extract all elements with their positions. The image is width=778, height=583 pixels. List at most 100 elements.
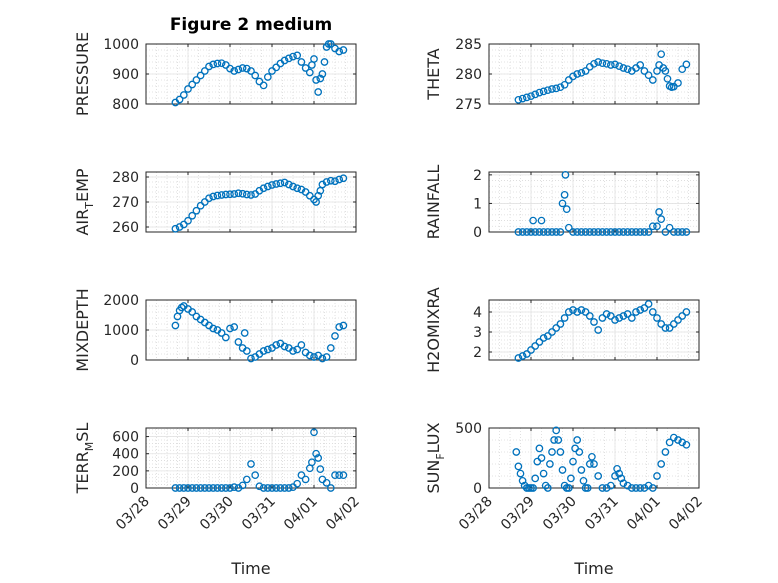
data-point (280, 342, 289, 351)
data-point (259, 484, 268, 492)
data-point (512, 448, 521, 456)
data-point (209, 60, 218, 69)
y-axis-label: PRESSURE (73, 32, 92, 116)
data-point (648, 484, 657, 492)
data-point (242, 475, 251, 484)
data-point (213, 191, 222, 200)
data-point (552, 324, 561, 332)
data-point (297, 471, 306, 479)
data-point (209, 324, 218, 333)
data-point (297, 58, 306, 66)
data-point (598, 484, 607, 492)
data-point (537, 454, 546, 462)
data-point (289, 52, 297, 61)
subplot-h2omixra: 2 3 4 H2OMIXRA (424, 287, 700, 373)
data-point (314, 454, 323, 462)
data-point (636, 61, 645, 69)
figure-title: Figure 2 medium (170, 15, 332, 35)
data-point (247, 191, 255, 199)
data-point (569, 72, 577, 81)
data-point (179, 484, 188, 492)
y-axis-label-main: PRESSURE (73, 32, 92, 116)
x-axis-label-left: Time (230, 559, 270, 578)
data-point (308, 458, 316, 467)
data-point (594, 472, 603, 480)
data-point (561, 171, 570, 179)
data-point (573, 70, 582, 78)
data-point (196, 484, 205, 492)
y-axis-label: AIRTEMP (73, 168, 96, 235)
data-point (179, 220, 188, 229)
data-point (611, 316, 619, 324)
data-point (661, 228, 670, 236)
y-tick-label: 2 (473, 168, 482, 184)
data-point (205, 194, 213, 203)
data-point (529, 216, 537, 225)
data-point (678, 65, 687, 74)
data-point (305, 351, 314, 360)
data-point (573, 308, 582, 316)
data-point (623, 228, 632, 236)
data-point (209, 484, 218, 492)
data-point (322, 353, 331, 361)
data-point (230, 190, 239, 198)
data-point (263, 345, 272, 354)
data-point (331, 177, 339, 186)
data-point (623, 310, 632, 318)
subplot-rainfall: 0 1 2 RAINFALL (424, 165, 700, 241)
data-point (543, 332, 552, 340)
data-point (669, 433, 678, 442)
data-point (221, 190, 230, 199)
data-point (669, 320, 678, 328)
data-point (606, 61, 615, 69)
data-point (581, 67, 590, 75)
data-point (632, 308, 640, 316)
data-point (535, 338, 544, 346)
data-point (339, 46, 348, 54)
y-tick-label: 1000 (103, 323, 139, 339)
data-point (678, 438, 687, 447)
data-point (175, 95, 184, 104)
x-axis-label-right: Time (573, 559, 613, 578)
data-point (259, 184, 268, 193)
data-point (564, 308, 573, 316)
data-point (301, 475, 310, 484)
data-point (226, 64, 234, 73)
data-point (581, 228, 590, 236)
data-point (251, 71, 260, 80)
data-point (590, 460, 598, 468)
data-point (268, 484, 276, 492)
data-point (242, 64, 251, 73)
y-axis-label-main: MIXDEPTH (73, 288, 92, 371)
data-point (335, 47, 344, 56)
data-point (583, 484, 592, 492)
data-point (657, 460, 666, 468)
data-point (284, 54, 293, 63)
data-point (217, 191, 226, 199)
y-axis-label: SUNFLUX (424, 422, 447, 493)
data-point (661, 324, 670, 332)
data-point (272, 63, 281, 72)
data-point (535, 228, 544, 236)
data-point (577, 68, 586, 77)
subplot-air: 260 270 280 AIRTEMP (73, 168, 357, 236)
data-point (564, 484, 573, 492)
axes-box (488, 299, 700, 361)
data-point (606, 312, 615, 320)
data-point (581, 308, 590, 316)
data-point (312, 76, 320, 84)
subplot-mixdepth: 0 1000 2000 MIXDEPTH (73, 288, 357, 372)
data-point (535, 88, 544, 97)
data-point (590, 59, 598, 68)
data-point (644, 300, 653, 308)
data-point (226, 324, 234, 333)
data-point (242, 347, 251, 355)
data-point (577, 466, 586, 474)
y-axis-label-main: RAINFALL (424, 165, 443, 240)
data-point (196, 201, 205, 210)
y-tick-label: 0 (130, 353, 139, 369)
data-point (234, 189, 243, 198)
data-point (316, 465, 325, 473)
data-point (301, 188, 310, 196)
data-point (665, 438, 674, 447)
